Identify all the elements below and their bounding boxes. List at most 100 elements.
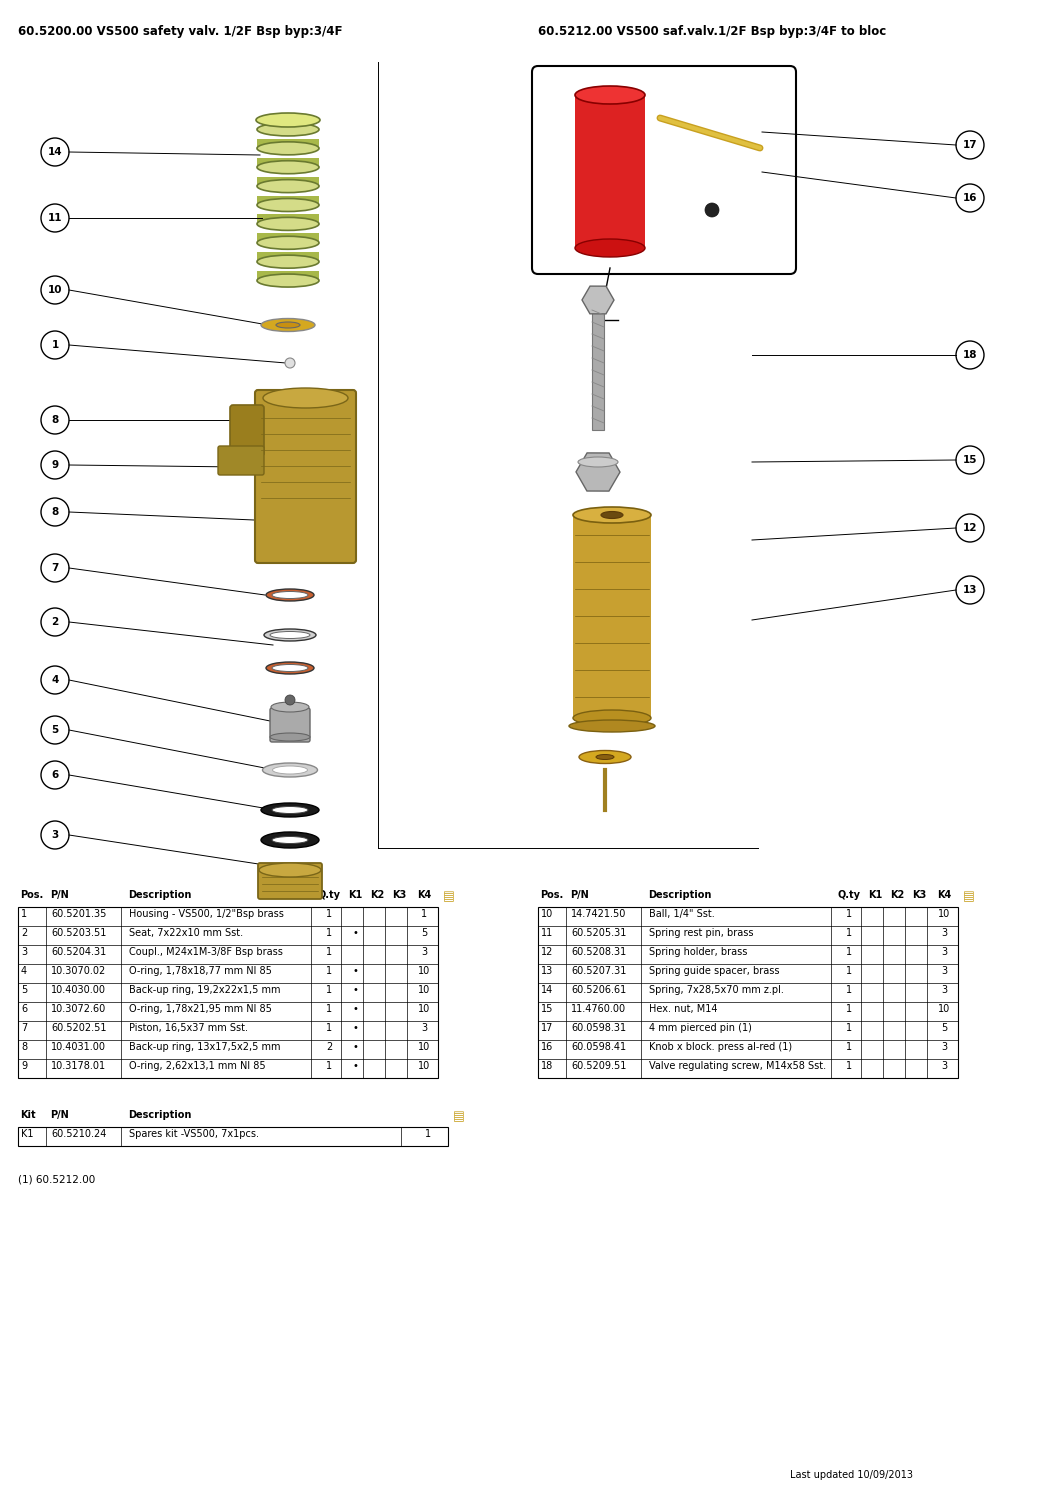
Ellipse shape: [579, 750, 631, 763]
Ellipse shape: [272, 807, 308, 813]
Text: 10: 10: [418, 966, 431, 976]
Text: 1: 1: [326, 1061, 332, 1070]
Text: K1: K1: [21, 1129, 34, 1139]
Ellipse shape: [266, 588, 314, 600]
Text: Pos.: Pos.: [20, 891, 43, 900]
Text: 8: 8: [21, 1042, 28, 1052]
Text: 11: 11: [48, 213, 62, 223]
Text: 6: 6: [52, 769, 58, 780]
Text: K1: K1: [868, 891, 882, 900]
Text: 4: 4: [21, 966, 28, 976]
Bar: [18, 1127, 448, 1147]
Text: Back-up ring, 19,2x22x1,5 mm: Back-up ring, 19,2x22x1,5 mm: [129, 985, 280, 996]
Text: 4: 4: [51, 675, 58, 686]
Ellipse shape: [271, 702, 309, 713]
Bar: [257, 139, 320, 148]
Text: 10.3178.01: 10.3178.01: [51, 1061, 106, 1070]
Text: 10.4030.00: 10.4030.00: [51, 985, 106, 996]
Text: Last updated 10/09/2013: Last updated 10/09/2013: [790, 1470, 913, 1481]
Text: 15: 15: [963, 455, 978, 466]
Ellipse shape: [262, 763, 317, 777]
Text: 1: 1: [52, 340, 58, 350]
Text: 11.4760.00: 11.4760.00: [571, 1004, 626, 1013]
Ellipse shape: [256, 112, 320, 127]
Text: Q.ty: Q.ty: [838, 891, 860, 900]
Text: 10: 10: [418, 1061, 431, 1070]
Text: 3: 3: [941, 985, 947, 996]
Text: Spring guide spacer, brass: Spring guide spacer, brass: [649, 966, 780, 976]
Text: 14: 14: [541, 985, 553, 996]
Text: Description: Description: [128, 891, 191, 900]
Text: ▤: ▤: [453, 1109, 464, 1123]
Text: 12: 12: [963, 522, 978, 533]
Text: 60.5210.24: 60.5210.24: [51, 1129, 107, 1139]
Text: 5: 5: [941, 1022, 947, 1033]
Text: Spring, 7x28,5x70 mm z.pl.: Spring, 7x28,5x70 mm z.pl.: [649, 985, 784, 996]
Text: 2: 2: [326, 1042, 332, 1052]
Bar: [574, 94, 645, 249]
Text: O-ring, 1,78x21,95 mm Nl 85: O-ring, 1,78x21,95 mm Nl 85: [129, 1004, 272, 1013]
Ellipse shape: [257, 217, 320, 231]
Text: Ball, 1/4" Sst.: Ball, 1/4" Sst.: [649, 909, 715, 919]
Text: 3: 3: [941, 1061, 947, 1070]
Text: 5: 5: [52, 725, 58, 735]
Text: 5: 5: [421, 928, 427, 939]
Ellipse shape: [573, 710, 651, 726]
Text: P/N: P/N: [50, 1109, 69, 1120]
Text: 1: 1: [846, 1022, 852, 1033]
Ellipse shape: [578, 457, 618, 467]
Text: 10: 10: [48, 284, 62, 295]
Text: 60.5202.51: 60.5202.51: [51, 1022, 107, 1033]
Text: Pos.: Pos.: [540, 891, 563, 900]
FancyBboxPatch shape: [255, 391, 355, 563]
Text: K3: K3: [391, 891, 406, 900]
Ellipse shape: [596, 754, 614, 759]
Text: Kit: Kit: [20, 1109, 36, 1120]
Ellipse shape: [574, 240, 645, 257]
FancyBboxPatch shape: [532, 66, 796, 274]
Text: 1: 1: [421, 909, 427, 919]
Text: 3: 3: [421, 1022, 427, 1033]
Text: •: •: [352, 1004, 358, 1013]
Text: O-ring, 2,62x13,1 mm Nl 85: O-ring, 2,62x13,1 mm Nl 85: [129, 1061, 266, 1070]
Text: 3: 3: [52, 829, 58, 840]
Text: 1: 1: [846, 1061, 852, 1070]
Ellipse shape: [257, 123, 320, 136]
Text: Q.ty: Q.ty: [317, 891, 341, 900]
Text: 14.7421.50: 14.7421.50: [571, 909, 626, 919]
Ellipse shape: [263, 388, 348, 409]
Text: 1: 1: [846, 909, 852, 919]
Ellipse shape: [257, 180, 320, 193]
Text: 1: 1: [425, 1129, 431, 1139]
Text: Housing - VS500, 1/2"Bsp brass: Housing - VS500, 1/2"Bsp brass: [129, 909, 284, 919]
Text: Coupl., M24x1M-3/8F Bsp brass: Coupl., M24x1M-3/8F Bsp brass: [129, 948, 282, 957]
Text: Description: Description: [128, 1109, 191, 1120]
FancyBboxPatch shape: [230, 406, 264, 457]
Text: 1: 1: [326, 1004, 332, 1013]
Ellipse shape: [573, 507, 651, 522]
Text: 4 mm pierced pin (1): 4 mm pierced pin (1): [649, 1022, 752, 1033]
Text: K1: K1: [348, 891, 362, 900]
Text: 1: 1: [326, 909, 332, 919]
Text: 1: 1: [326, 928, 332, 939]
Bar: [257, 271, 320, 280]
Text: 3: 3: [941, 1042, 947, 1052]
FancyBboxPatch shape: [270, 708, 310, 743]
Text: 60.5208.31: 60.5208.31: [571, 948, 626, 957]
Text: 9: 9: [21, 1061, 28, 1070]
Ellipse shape: [257, 199, 320, 211]
Text: 6: 6: [21, 1004, 28, 1013]
Circle shape: [285, 695, 295, 705]
Text: 60.5205.31: 60.5205.31: [571, 928, 626, 939]
Ellipse shape: [273, 766, 308, 774]
Circle shape: [705, 204, 719, 217]
Text: 5: 5: [21, 985, 28, 996]
Text: 10: 10: [937, 909, 950, 919]
Ellipse shape: [276, 322, 300, 328]
Text: 18: 18: [541, 1061, 553, 1070]
Text: 10: 10: [418, 1042, 431, 1052]
Ellipse shape: [261, 832, 320, 847]
Ellipse shape: [569, 720, 655, 732]
Text: 10: 10: [937, 1004, 950, 1013]
Ellipse shape: [574, 85, 645, 103]
